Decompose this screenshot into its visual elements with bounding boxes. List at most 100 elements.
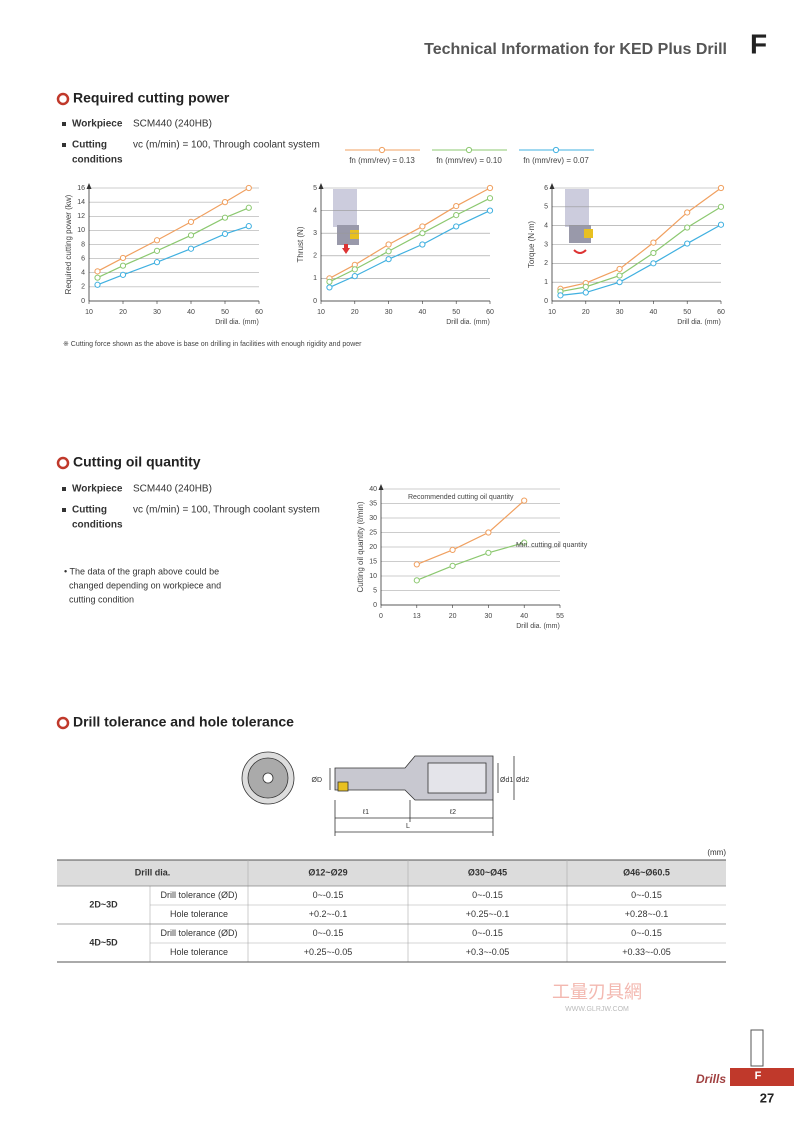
table-cell: 0~-0.15 [631,928,662,938]
value: vc (m/min) = 100, Through coolant system [133,505,320,516]
y-tick-label: 3 [544,241,548,248]
x-tick-label: 30 [385,309,393,316]
x-axis-title: Drill dia. (mm) [677,319,721,326]
data-point [717,184,725,192]
series-line [329,210,491,288]
data-point [385,241,392,248]
drill-diagram [241,751,515,836]
bullet [62,508,66,512]
table-row-label: Drill tolerance (ØD) [160,928,237,938]
y-tick-label: 0 [544,298,548,305]
watermark: WWW.GLRJW.COM [565,1006,629,1013]
x-tick-label: 20 [582,309,590,316]
x-tick-label: 40 [520,613,528,620]
value: vc (m/min) = 100, Through coolant system [133,140,320,151]
y-tick-label: 12 [77,213,85,220]
label: conditions [72,155,123,166]
series-line [97,187,250,272]
data-point [449,562,456,569]
x-tick-label: 60 [255,309,263,316]
y-tick-label: 10 [77,227,85,234]
section-title: Required cutting power [73,90,230,106]
data-point [453,223,460,230]
data-point [453,212,460,219]
data-point [486,195,494,202]
x-axis-title: Drill dia. (mm) [215,319,259,326]
section-title: Cutting oil quantity [73,454,201,470]
x-tick-label: 30 [485,613,493,620]
series-line [560,187,722,290]
data-point [119,262,127,269]
label: conditions [72,520,123,531]
data-point [485,549,492,556]
data-point [684,240,691,247]
section-title: Drill tolerance and hole tolerance [73,714,294,730]
section-icon [56,716,70,730]
x-tick-label: 20 [449,613,457,620]
label: Cutting [72,140,107,151]
y-tick-label: 0 [313,298,317,305]
data-point [521,497,528,504]
table-row-label: Hole tolerance [170,947,228,957]
y-tick-label: 15 [369,558,377,565]
y-tick-label: 5 [313,185,317,192]
data-point [582,283,589,290]
data-point [616,265,623,273]
data-point [153,259,161,266]
label: Workpiece [72,484,123,495]
data-point [582,289,589,296]
axis-arrow [549,183,555,189]
y-tick-label: 1 [544,279,548,286]
x-tick-label: 30 [153,309,161,316]
table-cell: +0.25~-0.1 [466,909,510,919]
x-tick-label: 10 [85,309,93,316]
axis-arrow [378,484,384,490]
table-group: 4D~5D [89,937,118,947]
x-tick-label: 10 [317,309,325,316]
legend-marker [465,146,473,154]
table-cell: 0~-0.15 [313,928,344,938]
data-point [385,256,392,263]
y-tick-label: 3 [313,230,317,237]
annotation: Min. cutting oil quantity [516,542,588,549]
note: • The data of the graph above could be [64,566,219,576]
axis-arrow [86,183,92,189]
data-point [326,284,333,291]
data-point [419,230,426,237]
data-point [187,232,195,239]
data-point [650,249,657,257]
dim-label: L [406,823,410,830]
y-tick-label: 2 [81,284,85,291]
table-cell: 0~-0.15 [472,890,503,900]
dim-label: ℓ1 [362,809,369,816]
data-point [94,268,101,275]
data-point [557,292,564,299]
value: SCM440 (240HB) [133,484,212,495]
page-number: 27 [760,1090,774,1105]
data-point [119,271,127,278]
series-line [416,500,525,565]
x-tick-label: 13 [413,613,421,620]
data-point [187,218,195,225]
series-line [560,224,722,296]
section-icon [56,456,70,470]
section-icon [56,92,70,106]
data-point [616,279,623,286]
y-tick-label: 35 [369,500,377,507]
data-point [521,539,528,546]
table-header: Ø30~Ø45 [468,867,507,877]
legend-marker [552,146,560,154]
table-group: 2D~3D [89,899,118,909]
x-tick-label: 0 [379,613,383,620]
page-letter: F [750,28,767,59]
y-tick-label: 8 [81,241,85,248]
bullet [62,487,66,491]
data-point [351,266,358,273]
y-tick-label: 6 [544,185,548,192]
x-tick-label: 30 [616,309,624,316]
y-tick-label: 4 [544,223,548,230]
y-tick-label: 0 [373,602,377,609]
label: Cutting [72,505,107,516]
page-title: Technical Information for KED Plus Drill [424,41,727,58]
